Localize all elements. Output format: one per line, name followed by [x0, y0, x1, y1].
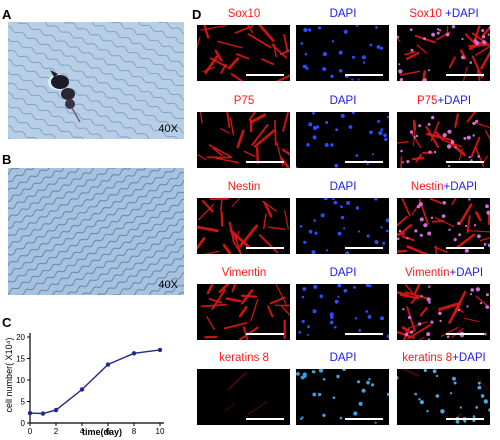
merge-dapi-text: +DAPI: [449, 267, 484, 279]
merge-marker-text: Vimentin: [404, 267, 450, 279]
scale-bar: [246, 418, 284, 420]
marker-header: keratins 8: [219, 352, 269, 364]
panel-a-label: A: [2, 7, 12, 22]
data-point: [40, 411, 46, 416]
x-tick-label: 6: [106, 427, 111, 436]
panel-b-micrograph: 40X: [8, 168, 184, 295]
scale-bar: [345, 418, 383, 420]
merge-dapi-text: +DAPI: [452, 352, 486, 364]
marker-header: Sox10: [227, 8, 261, 20]
chart-axes: [29, 333, 164, 424]
series-points: [27, 347, 163, 416]
marker-header: P75: [233, 95, 255, 107]
merge-header: Sox10 +DAPI: [395, 8, 493, 20]
dapi-image: [296, 198, 389, 254]
dapi-header: DAPI: [329, 95, 357, 107]
scale-bar: [446, 247, 484, 249]
merge-marker-text: P75: [416, 95, 438, 107]
panel-a-micrograph: 40X: [8, 22, 184, 139]
y-tick-label: 15: [16, 355, 25, 364]
merge-header: Vimentin+DAPI: [395, 267, 493, 279]
panel-b-magnification: 40X: [158, 279, 178, 291]
panel-d-label: D: [192, 7, 202, 22]
merge-dapi-text: +DAPI: [441, 8, 479, 20]
marker-image: [197, 369, 290, 425]
merge-image: [397, 25, 490, 81]
dapi-header: DAPI: [329, 352, 357, 364]
merge-header: Nestin+DAPI: [395, 181, 493, 193]
merge-dapi-text: +DAPI: [437, 95, 472, 107]
y-tick-label: 20: [16, 333, 25, 342]
scale-bar: [246, 247, 284, 249]
y-tick-label: 0: [21, 419, 26, 428]
dapi-header: DAPI: [329, 267, 357, 279]
merge-marker-text: Sox10: [409, 8, 442, 20]
data-point: [53, 407, 59, 413]
x-axis-label: time(day): [82, 427, 122, 437]
marker-image: [197, 112, 290, 168]
growth-curve-chart: 0 2 4 6 8 10 0 5 10 15 20 cell number( X10⁴) time(…: [4, 333, 165, 437]
scale-bar: [345, 247, 383, 249]
data-point: [105, 362, 111, 367]
data-point: [131, 351, 137, 356]
marker-header: Nestin: [227, 181, 261, 193]
dapi-image: [296, 112, 389, 168]
marker-header: Vimentin: [221, 267, 267, 279]
marker-image: [197, 284, 290, 340]
merge-marker-text: Nestin: [410, 181, 444, 193]
merge-image: [397, 112, 490, 168]
data-point: [157, 347, 163, 353]
scale-bar: [446, 333, 484, 335]
dapi-header: DAPI: [329, 181, 357, 193]
tissue-explant: [50, 70, 81, 123]
x-tick-label: 4: [80, 427, 85, 436]
panel-a-texture: [8, 22, 184, 139]
scale-bar: [446, 74, 484, 76]
scale-bar: [345, 161, 383, 163]
dapi-image: [296, 369, 389, 425]
chart-ticks: 0 2 4 6 8 10 0 5 10 15 20: [16, 333, 165, 436]
scale-bar: [446, 161, 484, 163]
merge-marker-text: keratins 8: [402, 352, 453, 364]
panel-a-magnification: 40X: [158, 123, 178, 135]
scale-bar: [446, 418, 484, 420]
merge-image: [397, 284, 490, 340]
scale-bar: [246, 333, 284, 335]
merge-header: keratins 8+DAPI: [395, 352, 493, 364]
series-line: [29, 349, 161, 415]
scale-bar: [246, 74, 284, 76]
marker-image: [197, 198, 290, 254]
merge-image: [397, 369, 490, 425]
panel-c-label: C: [2, 315, 12, 330]
scale-bar: [246, 161, 284, 163]
dapi-image: [296, 25, 389, 81]
x-tick-label: 10: [156, 427, 165, 436]
data-point: [79, 387, 85, 392]
y-tick-label: 10: [16, 376, 25, 385]
dapi-header: DAPI: [329, 8, 357, 20]
panel-b-label: B: [2, 152, 12, 167]
scale-bar: [345, 333, 383, 335]
panel-b-texture: [8, 168, 184, 295]
merge-image: [397, 198, 490, 254]
marker-image: [197, 25, 290, 81]
merge-dapi-text: +DAPI: [443, 181, 478, 193]
dapi-image: [296, 284, 389, 340]
data-point: [27, 410, 33, 416]
x-tick-label: 2: [54, 427, 59, 436]
x-tick-label: 8: [132, 427, 137, 436]
y-axis-label: cell number( X10⁴): [4, 338, 14, 413]
x-tick-label: 0: [28, 427, 33, 436]
scale-bar: [345, 74, 383, 76]
merge-header: P75+DAPI: [395, 95, 493, 107]
y-tick-label: 5: [21, 398, 26, 407]
